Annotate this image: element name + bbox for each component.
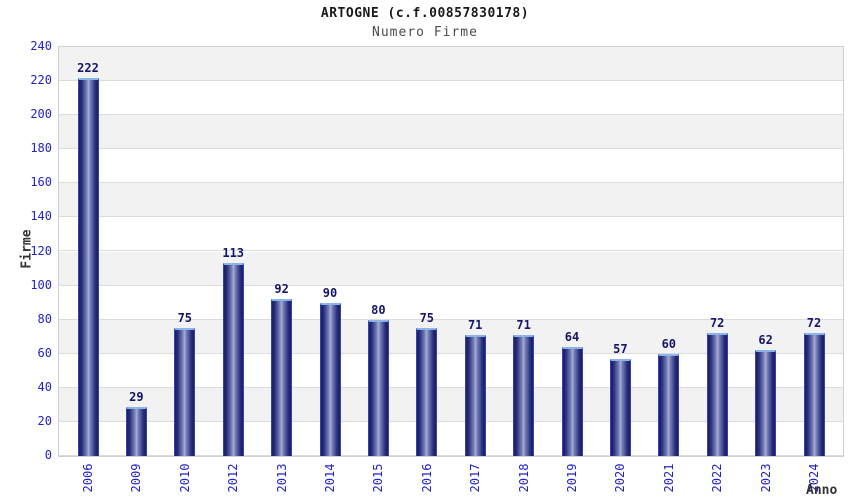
bar-2019: [561, 347, 583, 456]
y-tick-label: 240: [30, 39, 52, 53]
x-tick-label-2020: 2020: [613, 463, 628, 493]
x-tick-label-2017: 2017: [468, 463, 483, 493]
x-tick-label-2014: 2014: [323, 463, 337, 493]
bar-2010: [174, 328, 196, 456]
bar-value-label: 92: [274, 282, 289, 296]
bar-2021: [658, 354, 680, 456]
x-tick-label-2021: 2021: [661, 463, 676, 493]
plot-area: 222 29 75 113 92 90 80 75 71 71 64 57 60 72 62 72: [58, 46, 844, 457]
y-tick-label: 200: [30, 107, 52, 122]
x-tick-label-2019: 2019: [565, 463, 579, 493]
bar-value-label: 71: [516, 318, 531, 332]
y-tick-label: 0: [44, 448, 52, 462]
bar-value-label: 57: [613, 342, 628, 356]
bar-2018: [513, 335, 535, 456]
x-axis-title: Anno: [806, 483, 838, 498]
bar-value-label: 80: [371, 303, 386, 317]
x-tick-label-2023: 2023: [758, 463, 773, 493]
bar-value-label: 75: [177, 311, 193, 325]
x-tick-label-2018: 2018: [516, 463, 531, 493]
grid-band: [59, 47, 843, 82]
bar-2015: [367, 320, 389, 456]
bar-2023: [755, 350, 777, 456]
bar-2013: [271, 299, 293, 456]
bar-value-label: 64: [564, 330, 580, 344]
x-tick-label-2013: 2013: [274, 463, 289, 493]
grid-band: [59, 149, 843, 184]
bar-value-label: 72: [806, 316, 822, 330]
bar-value-label: 72: [709, 316, 725, 330]
bar-value-label: 90: [322, 286, 338, 300]
bar-value-label: 29: [129, 390, 144, 404]
bar-2024: [803, 333, 825, 456]
grid-band: [59, 81, 843, 116]
bar-2014: [319, 303, 341, 456]
y-tick-label: 120: [30, 243, 52, 258]
bar-value-label: 71: [467, 318, 483, 332]
x-tick-label-2006: 2006: [81, 463, 95, 493]
y-tick-label: 220: [30, 73, 52, 88]
grid-band: [59, 115, 843, 150]
y-tick-label: 20: [37, 413, 52, 428]
grid-band: [59, 285, 843, 320]
bar-2020: [609, 359, 631, 456]
chart-title: ARTOGNE (c.f.00857830178): [320, 6, 530, 21]
y-tick-label: 140: [30, 209, 52, 224]
x-tick-label-2016: 2016: [419, 463, 434, 493]
bar-2006: [77, 78, 99, 456]
bar-value-label: 62: [758, 333, 773, 347]
bar-value-label: 113: [222, 246, 245, 260]
x-tick-label-2012: 2012: [226, 463, 241, 493]
bar-value-label: 60: [661, 337, 677, 351]
chart-subtitle: Numero Firme: [372, 25, 478, 40]
bar-2017: [464, 335, 486, 456]
bar-2016: [416, 328, 438, 456]
x-tick-label-2010: 2010: [177, 463, 192, 493]
y-tick-label: 80: [37, 311, 52, 326]
grid-band: [59, 251, 843, 286]
x-tick-label-2009: 2009: [129, 463, 144, 493]
x-tick-label-2022: 2022: [710, 463, 725, 493]
x-tick-label-2015: 2015: [371, 463, 386, 493]
bar-2012: [222, 263, 244, 456]
bar-2022: [706, 333, 728, 456]
y-tick-label: 40: [37, 379, 52, 394]
bar-value-label: 75: [419, 311, 435, 325]
y-tick-label: 60: [37, 345, 52, 360]
grid-band: [59, 217, 843, 252]
y-tick-label: 100: [30, 277, 52, 292]
y-tick-label: 160: [30, 175, 52, 190]
grid-band: [59, 183, 843, 218]
y-tick-label: 180: [30, 141, 52, 156]
bar-2009: [125, 407, 147, 456]
bar-value-label: 222: [77, 61, 99, 75]
